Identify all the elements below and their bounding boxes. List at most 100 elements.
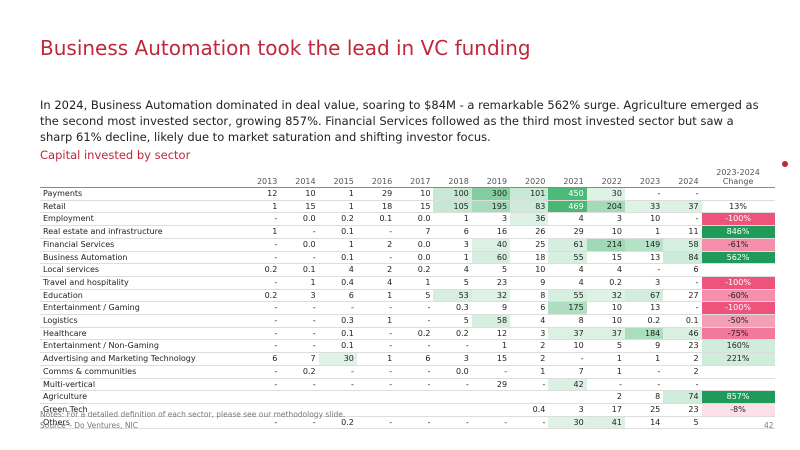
value-cell [433, 390, 472, 404]
value-cell: 6 [242, 352, 281, 366]
change-cell: -61% [701, 238, 775, 252]
value-cell: 0.3 [318, 314, 357, 328]
value-cell: 149 [624, 238, 664, 252]
value-cell: - [395, 416, 434, 430]
value-cell: 4 [548, 263, 587, 277]
value-cell: 3 [624, 276, 664, 290]
sector-cell: Agriculture [40, 390, 242, 404]
value-cell: 18 [356, 200, 396, 214]
sector-cell: Financial Services [40, 238, 242, 252]
change-cell: -50% [701, 314, 775, 328]
header-cell: 2017 [395, 168, 434, 188]
value-cell: 10 [586, 314, 625, 328]
value-cell: 1 [318, 238, 357, 252]
value-cell: - [433, 378, 472, 392]
change-cell: 846% [701, 225, 775, 239]
value-cell: 11 [663, 225, 702, 239]
value-cell [318, 390, 357, 404]
value-cell: 0.1 [318, 327, 357, 341]
value-cell: 1 [356, 289, 396, 303]
change-cell [701, 365, 775, 379]
value-cell: 469 [548, 200, 587, 214]
value-cell: 0.1 [356, 212, 396, 227]
sector-cell: Advertising and Marketing Technology [40, 352, 242, 366]
value-cell: 10 [586, 225, 625, 239]
value-cell: 10 [548, 339, 587, 354]
value-cell: 42 [548, 378, 587, 392]
value-cell: 9 [624, 339, 664, 354]
value-cell: 1 [242, 225, 281, 239]
value-cell: 300 [471, 187, 511, 201]
table-row: Healthcare - -0.1-0.2 0.2 12 3 37 37 184 46 -75% [40, 327, 775, 341]
change-cell [701, 187, 775, 201]
value-cell: 3 [433, 238, 472, 252]
value-cell: 4 [548, 212, 587, 227]
source: Source – Do Ventures, NIC [40, 421, 138, 430]
sector-cell: Healthcare [40, 327, 242, 341]
value-cell: - [280, 225, 319, 239]
sector-cell: Others [40, 416, 242, 430]
value-cell: - [242, 365, 281, 379]
value-cell: 30 [318, 352, 357, 366]
value-cell: 195 [471, 200, 511, 214]
value-cell: 0.2 [395, 327, 434, 341]
value-cell: 4 [548, 276, 587, 290]
value-cell: 29 [356, 187, 396, 201]
table-row: Business Automation - -0.1-0.0 1 60 18 55 15 13 8… [40, 251, 775, 265]
value-cell: 214 [586, 238, 625, 252]
value-cell: 100 [433, 187, 472, 201]
value-cell: 3 [433, 352, 472, 366]
value-cell: - [510, 378, 549, 392]
value-cell: 16 [471, 225, 511, 239]
value-cell: 1 [395, 276, 434, 290]
value-cell: 33 [624, 200, 664, 214]
value-cell: - [280, 327, 319, 341]
value-cell: 7 [280, 352, 319, 366]
value-cell: 6 [663, 263, 702, 277]
table-row: Employment -0.0 0.2 0.1 0.0 1 3 36 4 3 10- -100% [40, 212, 775, 227]
value-cell: - [242, 301, 281, 316]
table-row: Advertising and Marketing Technology 6 7 30… [40, 352, 775, 366]
value-cell: 0.4 [510, 403, 549, 417]
value-cell [242, 390, 281, 404]
value-cell: 0.0 [395, 238, 434, 252]
value-cell: 55 [548, 251, 587, 265]
header-cell: 2021 [548, 168, 587, 188]
value-cell: 105 [433, 200, 472, 214]
change-cell: 160% [701, 339, 775, 354]
table-row: Retail 1 15 1 18 15 105 195 83 469 204 33 37 13% [40, 200, 775, 214]
value-cell: 4 [356, 276, 396, 290]
header-cell: 2014 [280, 168, 319, 188]
sector-cell: Payments [40, 187, 242, 201]
value-cell: - [280, 251, 319, 265]
value-cell: 0.1 [280, 263, 319, 277]
value-cell: - [663, 187, 702, 201]
value-cell [242, 403, 281, 417]
slide-title: Business Automation took the lead in VC … [40, 36, 531, 60]
change-cell: -60% [701, 289, 775, 303]
value-cell: 15 [471, 352, 511, 366]
header-line: Change [722, 177, 754, 186]
value-cell [356, 403, 396, 417]
change-cell [701, 378, 775, 392]
value-cell: - [356, 365, 396, 379]
value-cell: 0.0 [280, 212, 319, 227]
value-cell: 6 [395, 352, 434, 366]
value-cell: 0.1 [318, 251, 357, 265]
table-row: Financial Services -0.0 1 2 0.0 3 40 25 61 214 149… [40, 238, 775, 252]
value-cell: 3 [280, 289, 319, 303]
value-cell: - [395, 301, 434, 316]
value-cell: - [356, 416, 396, 430]
value-cell: 2 [356, 263, 396, 277]
change-cell: -100% [701, 301, 775, 316]
summary: In 2024, Business Automation dominated i… [40, 98, 759, 144]
value-cell: 25 [510, 238, 549, 252]
table-row: Real estate and infrastructure 1-0.1-7 6 16… [40, 225, 775, 239]
value-cell: 36 [510, 212, 549, 227]
change-cell: -100% [701, 212, 775, 227]
value-cell: 23 [663, 403, 702, 417]
sector-cell: Entertainment / Gaming [40, 301, 242, 316]
value-cell: 9 [510, 276, 549, 290]
value-cell: 204 [586, 200, 625, 214]
header-cell: 2020 [510, 168, 549, 188]
